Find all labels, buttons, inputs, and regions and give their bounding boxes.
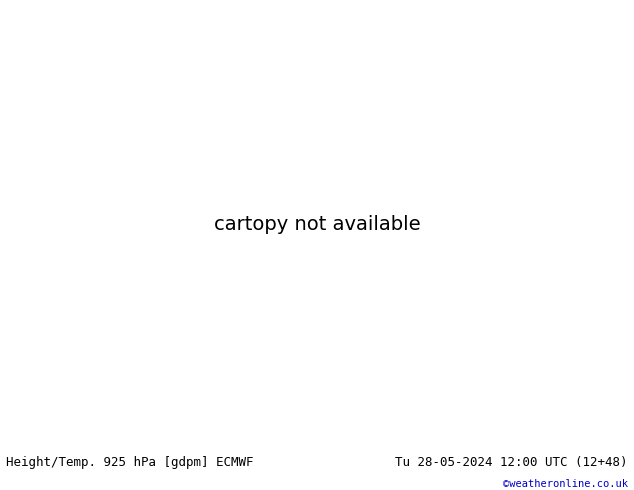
Text: Height/Temp. 925 hPa [gdpm] ECMWF: Height/Temp. 925 hPa [gdpm] ECMWF — [6, 456, 254, 469]
Text: ©weatheronline.co.uk: ©weatheronline.co.uk — [503, 479, 628, 489]
Text: Tu 28-05-2024 12:00 UTC (12+48): Tu 28-05-2024 12:00 UTC (12+48) — [395, 456, 628, 469]
Text: cartopy not available: cartopy not available — [214, 215, 420, 234]
